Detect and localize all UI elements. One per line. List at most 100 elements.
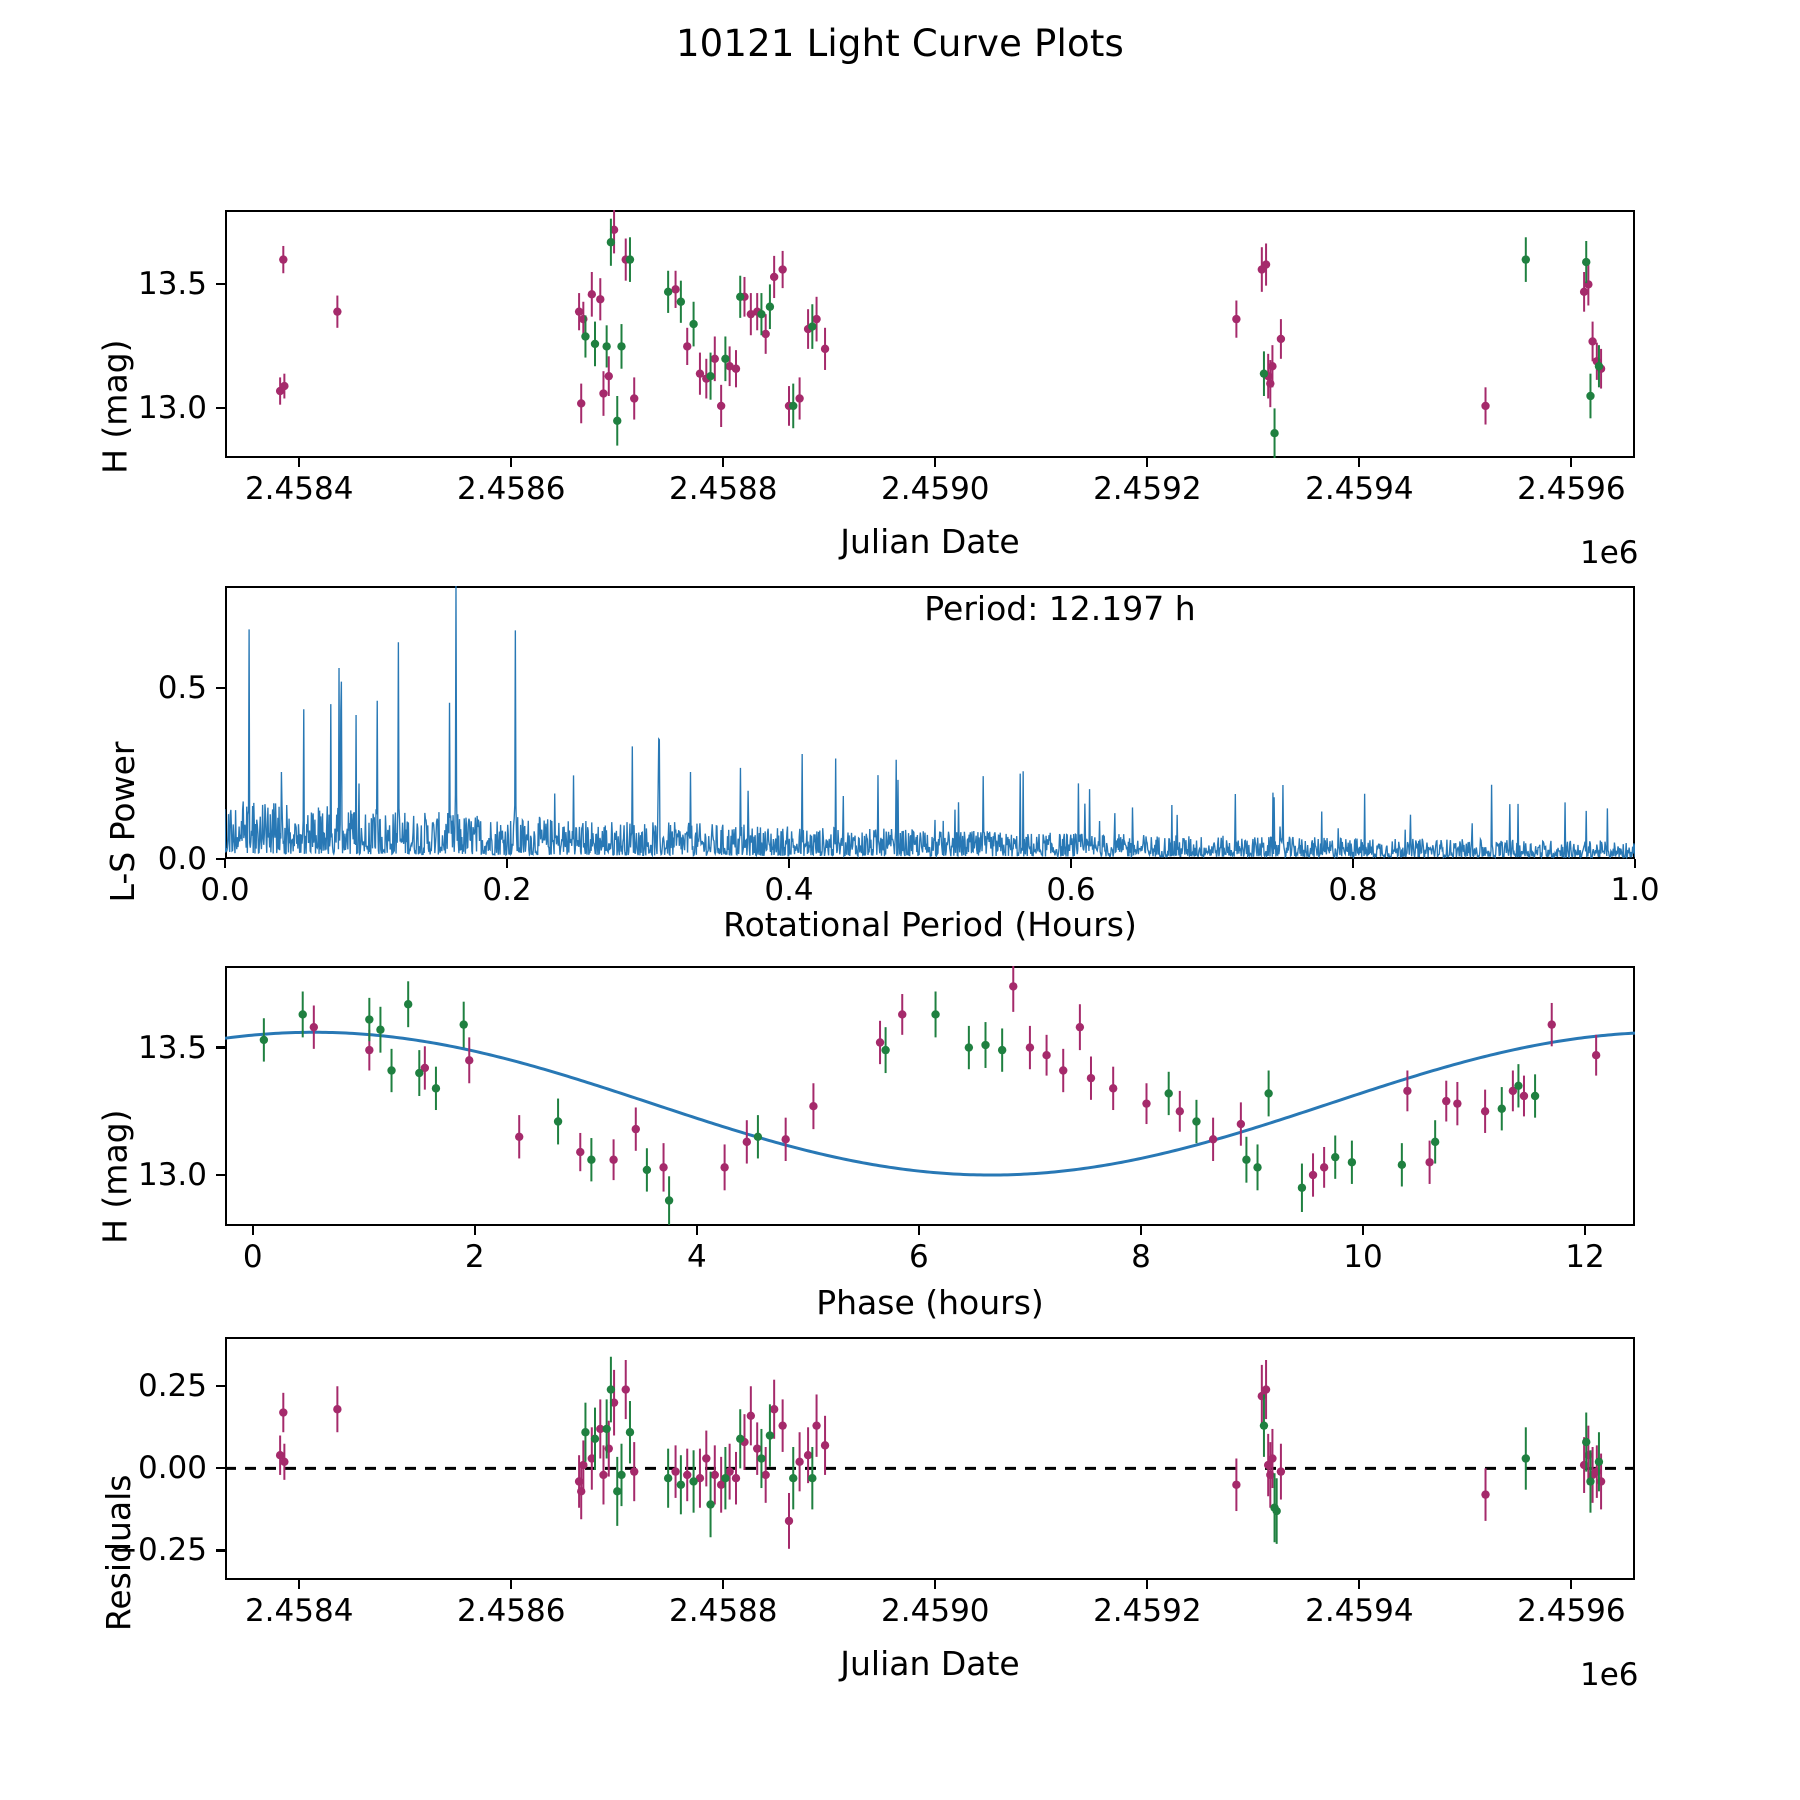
y-tick-mark [216,857,225,861]
panel-phase-fold [225,966,1635,1226]
series-band-a [309,966,1601,1197]
periodogram-trace [225,586,1635,859]
panel-light-curve-frame [225,210,1635,458]
y-tick-mark [216,1046,225,1049]
x-tick-mark [510,458,513,467]
y-tick-mark [216,1173,225,1177]
x-tick-label: 2.4592 [1093,1593,1202,1629]
x-tick-mark [1069,859,1073,868]
x-tick-mark [473,1226,476,1235]
x-tick-mark [298,1580,301,1589]
panel-light-curve [225,210,1635,458]
panel-periodogram-xlabel: Rotational Period (Hours) [723,905,1137,944]
x-tick-mark [934,458,937,467]
x-tick-mark [1633,859,1637,868]
y-tick-mark [216,283,225,286]
panel-light-curve-data [275,210,1606,458]
y-tick-label: 13.0 [137,390,207,427]
x-tick-label: 1.0 [1610,872,1660,908]
panel-phase-fold-data [225,966,1635,1225]
panel-periodogram [225,586,1635,859]
x-tick-label: 0.4 [764,872,814,908]
x-tick-mark [505,859,509,868]
panel-light-curve-xlabel: Julian Date [840,522,1020,561]
y-tick-label: 13.5 [137,266,207,303]
panel-phase-fold-ylabel: H (mag) [95,1109,135,1244]
panel-residuals-ylabel: Residuals [98,1474,138,1632]
panel-residuals-xlabel: Julian Date [840,1644,1020,1683]
y-tick-label: 0.0 [157,841,207,877]
panel-phase-fold-frame [225,966,1635,1226]
x-tick-mark [1146,458,1149,467]
panel-residuals-frame [225,1337,1635,1580]
x-tick-label: 8 [1131,1239,1151,1275]
panel-residuals [225,1337,1635,1580]
panel-periodogram-data [225,586,1635,859]
x-tick-mark [1351,859,1355,868]
series-band-a [275,1359,1606,1549]
x-tick-mark [934,1580,937,1589]
x-tick-mark [298,458,301,467]
x-tick-mark [1570,1580,1573,1589]
y-tick-mark [216,1549,225,1552]
x-tick-label: 2.4586 [456,471,566,507]
x-tick-mark [1358,458,1361,467]
x-tick-label: 2.4596 [1517,471,1626,507]
y-tick-label: −0.25 [112,1532,207,1569]
x-tick-label: 2.4588 [669,1593,778,1629]
x-tick-mark [251,1226,254,1235]
x-tick-mark [1358,1580,1361,1589]
panel-light-curve-x-offset: 1e6 [1580,535,1639,571]
series-band-b [581,1356,1604,1544]
panel-periodogram-title: Period: 12.197 h [924,589,1196,628]
x-tick-mark [1570,458,1573,467]
x-tick-label: 2.4588 [669,471,778,507]
panel-residuals-data [225,1356,1635,1549]
y-tick-label: 13.5 [137,1029,207,1066]
x-tick-mark [1146,1580,1149,1589]
x-tick-label: 2.4592 [1093,471,1202,507]
x-tick-label: 12 [1565,1239,1605,1275]
x-tick-label: 2.4596 [1517,1593,1626,1629]
panel-light-curve-ylabel: H (mag) [95,339,135,474]
x-tick-label: 0.2 [482,872,532,908]
series-band-a [275,210,1606,427]
panel-phase-fold-xlabel: Phase (hours) [816,1283,1044,1322]
x-tick-label: 2.4586 [456,1593,566,1629]
x-tick-label: 2.4584 [244,471,354,507]
x-tick-mark [510,1580,513,1589]
y-tick-mark [216,407,225,410]
x-tick-label: 0.0 [200,872,250,908]
x-tick-mark [695,1226,698,1235]
x-tick-label: 0 [242,1239,263,1275]
x-tick-label: 2.4594 [1305,1593,1414,1629]
x-tick-label: 4 [686,1239,707,1275]
x-tick-label: 0.6 [1046,872,1096,908]
x-tick-label: 0.8 [1328,872,1378,908]
x-tick-label: 2.4590 [881,1593,990,1629]
x-tick-label: 2.4590 [881,471,990,507]
figure-title: 10121 Light Curve Plots [675,22,1125,65]
x-tick-label: 10 [1343,1239,1383,1275]
y-tick-label: 0.5 [157,670,207,707]
x-tick-mark [1583,1226,1587,1235]
y-tick-label: 0.00 [137,1450,207,1487]
y-tick-mark [216,687,225,690]
x-tick-mark [722,1580,725,1589]
series-band-b [581,218,1604,458]
x-tick-label: 2 [464,1239,485,1275]
x-tick-mark [223,859,227,868]
x-tick-mark [917,1226,920,1235]
panel-periodogram-ylabel: L-S Power [102,741,142,903]
x-tick-mark [1361,1226,1365,1235]
y-tick-mark [216,1385,225,1388]
x-tick-label: 2.4584 [244,1593,354,1629]
panel-periodogram-frame [225,586,1635,859]
x-tick-mark [1139,1226,1143,1235]
x-tick-mark [787,859,791,868]
x-tick-label: 2.4594 [1305,471,1414,507]
x-tick-label: 6 [909,1239,929,1275]
y-tick-label: 13.0 [137,1157,207,1194]
y-tick-mark [216,1467,225,1470]
